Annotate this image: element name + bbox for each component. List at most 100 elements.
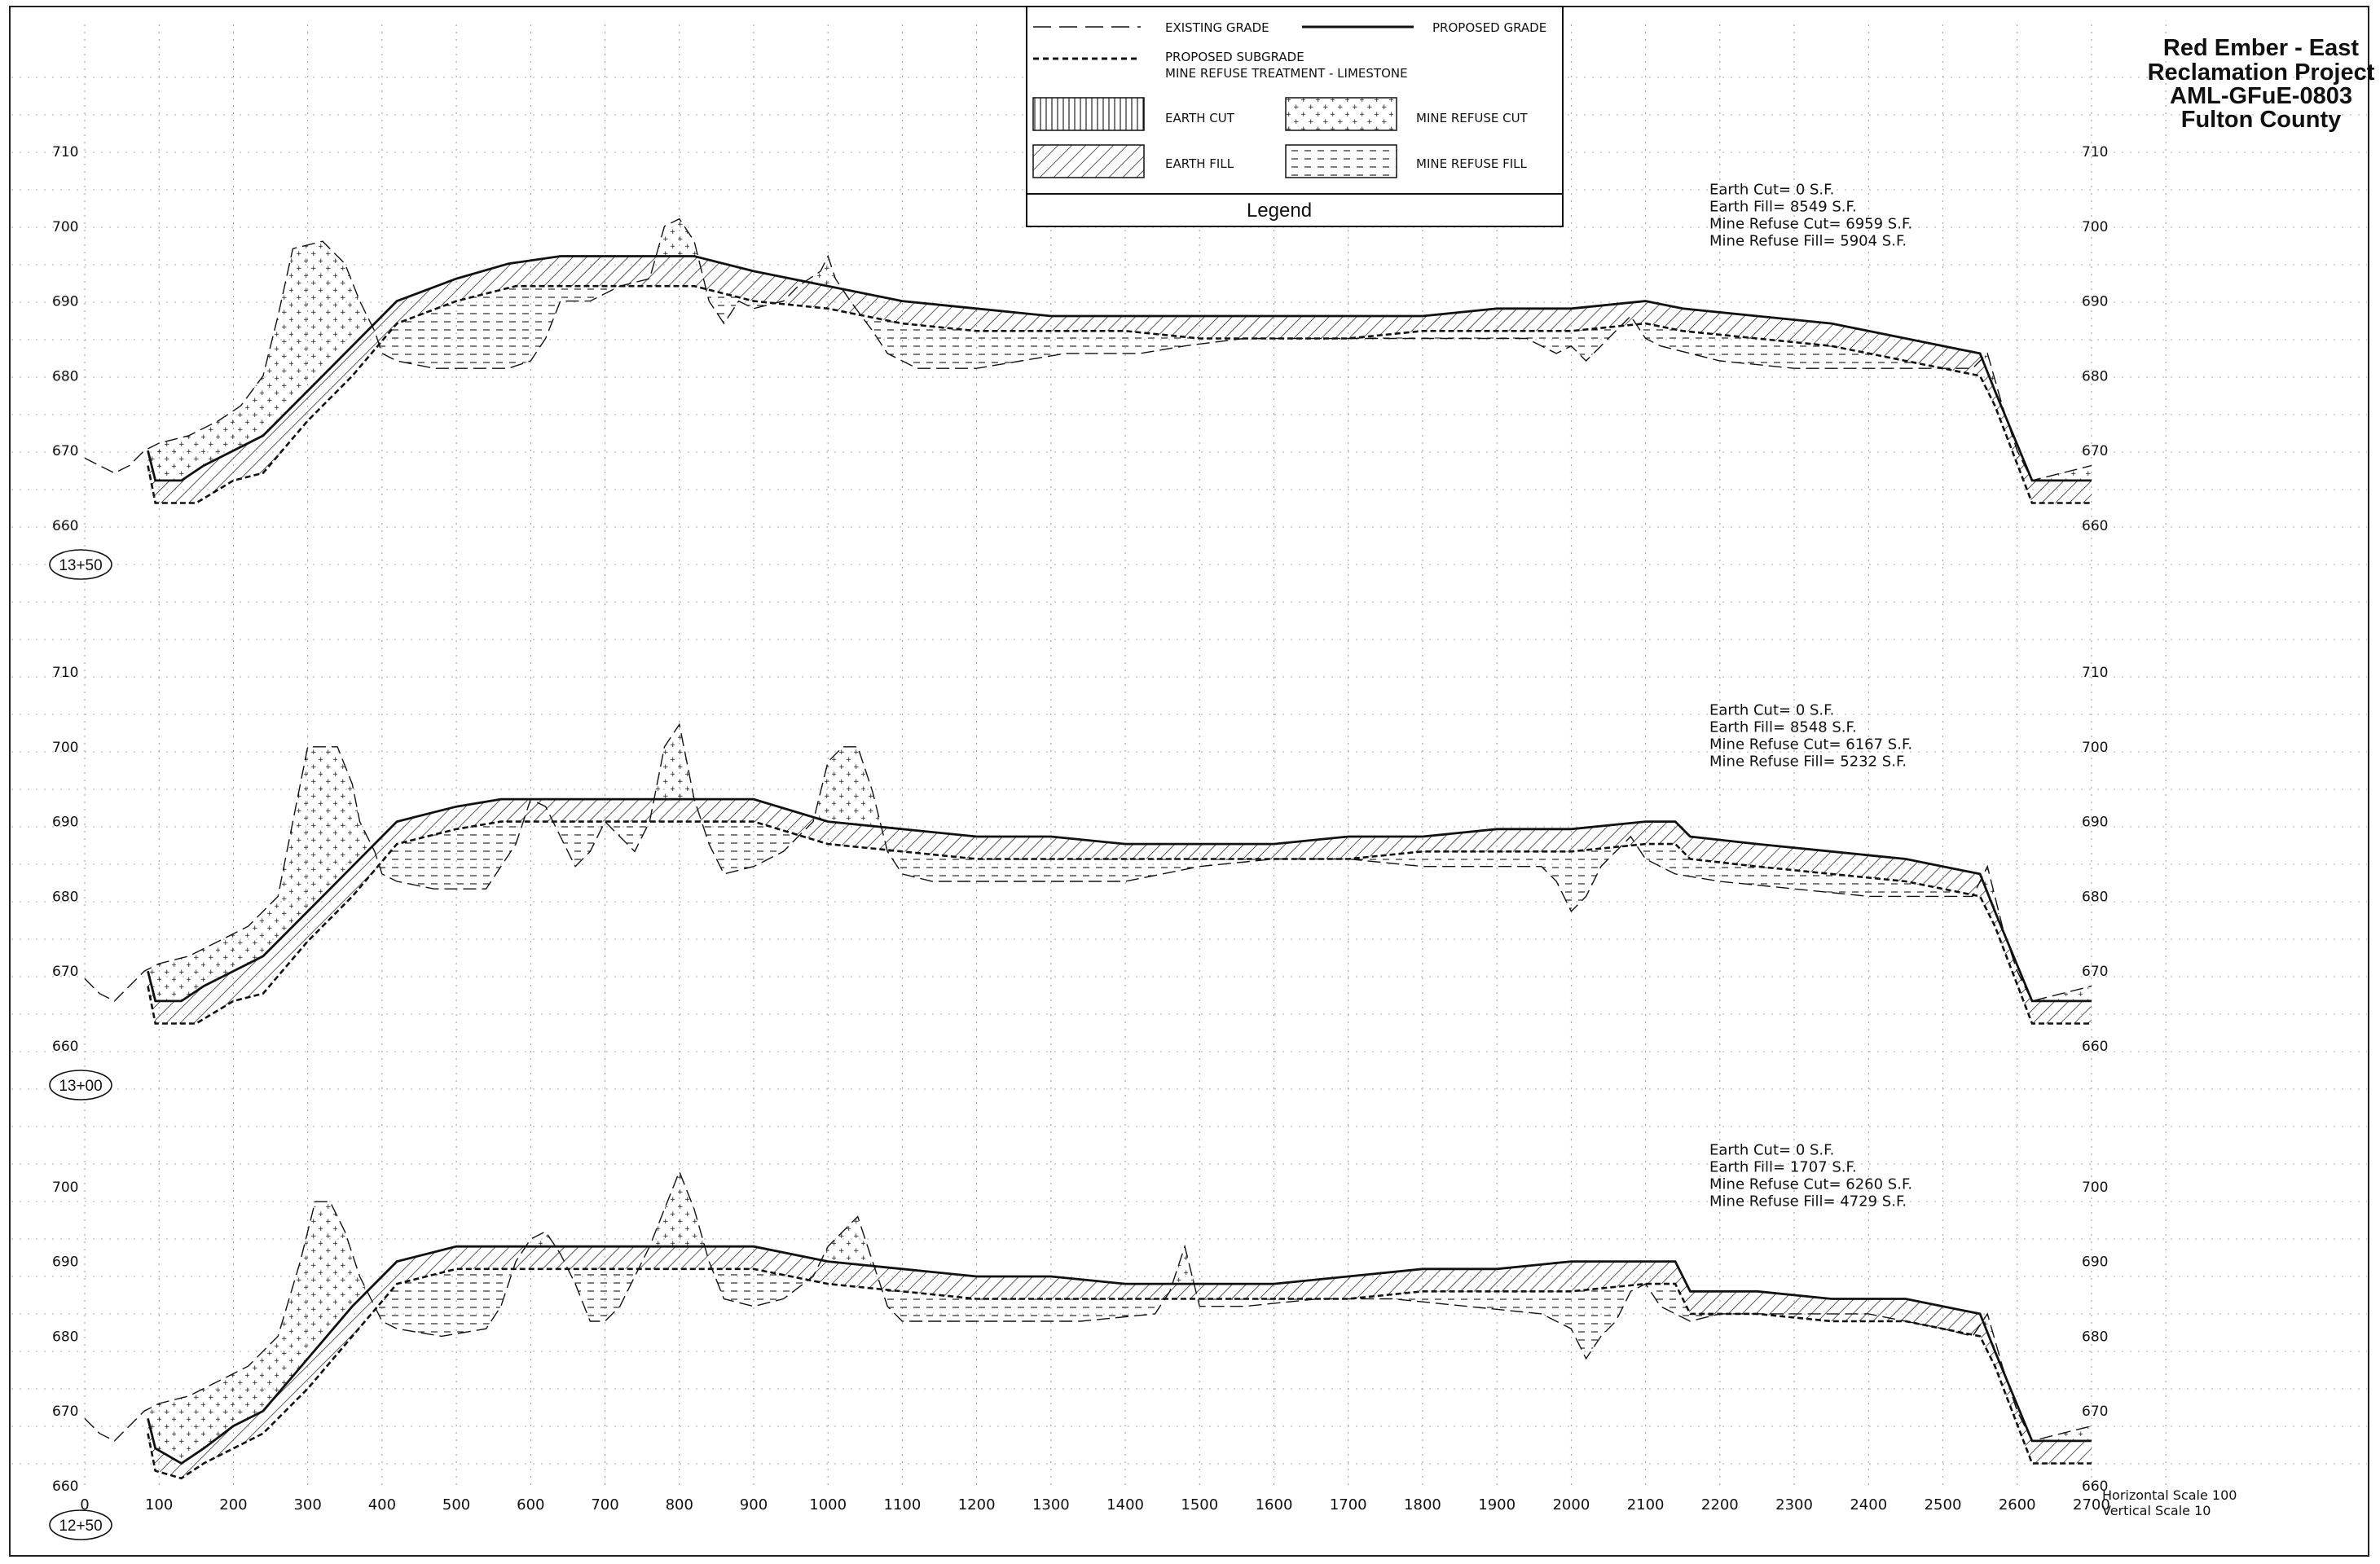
- title-line-3: AML-GFuE-0803: [2170, 83, 2352, 109]
- vertical-scale-note: Vertical Scale 10: [2102, 1503, 2211, 1518]
- proposed-grade-line: [147, 1245, 2092, 1465]
- quantity-line: Mine Refuse Cut= 6959 S.F.: [1709, 216, 1912, 233]
- section-13+00: 710 710 700 700 690 690 680 680 670 670 660 660 13+0…: [49, 665, 2108, 1101]
- quantity-line: Earth Cut= 0 S.F.: [1709, 702, 1834, 719]
- station-tick-label: 1000: [809, 1496, 847, 1513]
- section-13+50: 710 710 700 700 690 690 680 680 670 670 660 660 13+5…: [49, 144, 2108, 580]
- elevation-label-right: 660: [2082, 1039, 2108, 1055]
- station-label: 13+50: [59, 557, 102, 574]
- elevation-label-left: 680: [52, 368, 78, 384]
- title-line-1: Red Ember - East: [2163, 35, 2359, 61]
- station-tick-label: 2500: [1925, 1496, 1962, 1513]
- elevation-label-right: 670: [2082, 964, 2108, 980]
- station-tick-label: 2000: [1552, 1496, 1590, 1513]
- elevation-label-right: 690: [2082, 1254, 2108, 1271]
- elevation-label-right: 670: [2082, 443, 2108, 459]
- legend: EXISTING GRADE PROPOSED GRADE PROPOSED S…: [1026, 6, 1564, 227]
- legend-proposed-subgrade: PROPOSED SUBGRADE: [1165, 50, 1304, 64]
- station-oval: [49, 1509, 112, 1540]
- station-tick-label: 400: [368, 1496, 396, 1513]
- station-label: 13+00: [59, 1078, 102, 1095]
- station-tick-label: 300: [293, 1496, 321, 1513]
- elevation-label-left: 700: [52, 219, 78, 235]
- title-line-4: Fulton County: [2181, 107, 2342, 133]
- title-block: Red Ember - East Reclamation Project AML…: [2148, 35, 2375, 133]
- station-tick-label: 1200: [958, 1496, 996, 1513]
- station-tick-label: 600: [517, 1496, 544, 1513]
- proposed-subgrade-line: [147, 1267, 2092, 1480]
- elevation-label-right: 710: [2082, 665, 2108, 681]
- elevation-label-left: 660: [52, 1039, 78, 1055]
- elevation-label-left: 690: [52, 294, 78, 310]
- proposed-grade-line: [147, 255, 2092, 482]
- elevation-label-right: 660: [2082, 1478, 2108, 1495]
- station-tick-label: 800: [666, 1496, 693, 1513]
- station-tick-label: 0: [80, 1496, 89, 1513]
- legend-earth-fill: EARTH FILL: [1165, 156, 1234, 171]
- mine-refuse-fill-area: [147, 1268, 2092, 1478]
- elevation-label-left: 690: [52, 1254, 78, 1271]
- legend-mine-refuse-fill: MINE REFUSE FILL: [1416, 156, 1528, 171]
- quantity-line: Earth Fill= 1707 S.F.: [1709, 1159, 1857, 1176]
- section-12+50: 700 700 690 690 680 680 670 670 660 660 12+50 Earth…: [49, 1142, 2108, 1540]
- quantity-line: Earth Cut= 0 S.F.: [1709, 1142, 1834, 1159]
- legend-mine-refuse-treatment: MINE REFUSE TREATMENT - LIMESTONE: [1165, 66, 1408, 81]
- elevation-label-right: 670: [2082, 1404, 2108, 1420]
- horizontal-scale-note: Horizontal Scale 100: [2102, 1487, 2237, 1503]
- station-tick-label: 200: [219, 1496, 247, 1513]
- legend-existing-grade: EXISTING GRADE: [1165, 20, 1269, 35]
- legend-mine-refuse-cut: MINE REFUSE CUT: [1416, 111, 1529, 125]
- station-tick-label: 900: [740, 1496, 768, 1513]
- elevation-label-right: 680: [2082, 889, 2108, 905]
- station-oval: [49, 1070, 112, 1101]
- quantity-line: Earth Fill= 8548 S.F.: [1709, 719, 1857, 736]
- legend-caption: Legend: [1247, 200, 1312, 222]
- station-tick-label: 2300: [1775, 1496, 1813, 1513]
- elevation-label-right: 710: [2082, 144, 2108, 160]
- station-tick-label: 2100: [1627, 1496, 1665, 1513]
- proposed-grade-line: [147, 797, 2092, 1003]
- station-oval: [49, 549, 112, 580]
- station-tick-label: 1700: [1330, 1496, 1367, 1513]
- earth-fill-area: [147, 1246, 2092, 1478]
- station-tick-label: 1600: [1256, 1496, 1293, 1513]
- station-tick-label: 500: [442, 1496, 470, 1513]
- proposed-subgrade-line: [147, 820, 2092, 1025]
- elevation-label-right: 680: [2082, 1329, 2108, 1345]
- station-tick-label: 100: [145, 1496, 173, 1513]
- legend-proposed-grade: PROPOSED GRADE: [1432, 20, 1546, 35]
- legend-earth-cut: EARTH CUT: [1165, 111, 1235, 125]
- station-axis: 0 100 200 300 400 500 600 700 800 900 1000 1100 1200…: [80, 1496, 2110, 1513]
- elevation-label-right: 690: [2082, 815, 2108, 831]
- title-line-2: Reclamation Project: [2148, 59, 2375, 86]
- mine-refuse-fill-area: [147, 286, 2092, 503]
- station-tick-label: 700: [591, 1496, 618, 1513]
- elevation-label-left: 710: [52, 665, 78, 681]
- station-tick-label: 1100: [884, 1496, 922, 1513]
- station-tick-label: 1300: [1032, 1496, 1070, 1513]
- station-tick-label: 1400: [1106, 1496, 1144, 1513]
- mine-refuse-fill-swatch: [1285, 144, 1397, 178]
- elevation-label-left: 700: [52, 740, 78, 756]
- elevation-label-left: 680: [52, 1329, 78, 1345]
- quantity-line: Mine Refuse Fill= 5904 S.F.: [1709, 233, 1907, 250]
- elevation-label-left: 670: [52, 1404, 78, 1420]
- sections-layer: 710 710 700 700 690 690 680 680 670 670 660 660 13+5…: [49, 144, 2108, 1540]
- earth-fill-area: [147, 256, 2092, 503]
- elevation-label-left: 680: [52, 889, 78, 905]
- station-tick-label: 1500: [1181, 1496, 1218, 1513]
- mine-refuse-fill-area: [147, 821, 2092, 1024]
- quantity-line: Mine Refuse Fill= 5232 S.F.: [1709, 753, 1907, 771]
- existing-grade-line: [84, 217, 2092, 481]
- elevation-label-left: 710: [52, 144, 78, 160]
- station-tick-label: 1800: [1404, 1496, 1441, 1513]
- elevation-label-right: 680: [2082, 368, 2108, 384]
- earth-cut-swatch: [1032, 97, 1145, 131]
- elevation-label-right: 660: [2082, 518, 2108, 534]
- proposed-subgrade-line: [147, 284, 2092, 504]
- elevation-label-right: 700: [2082, 219, 2108, 235]
- quantity-line: Earth Cut= 0 S.F.: [1709, 182, 1834, 199]
- mine-refuse-cut-swatch: [1285, 97, 1397, 131]
- station-tick-label: 1900: [1478, 1496, 1516, 1513]
